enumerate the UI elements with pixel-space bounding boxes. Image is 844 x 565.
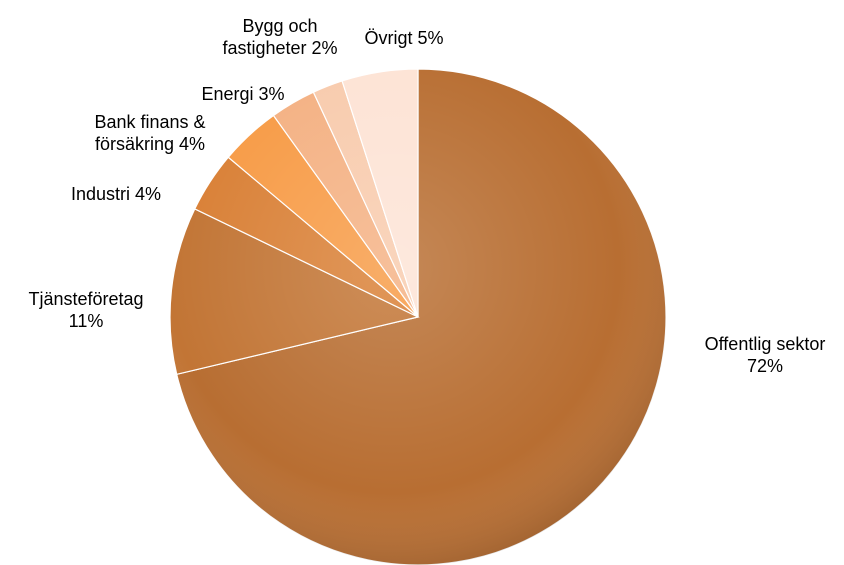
slice-label-industri-4: Industri 4%	[71, 184, 161, 204]
slice-label-bygg-och: Bygg och fastigheter 2%	[222, 16, 337, 58]
slice-label-line: 72%	[747, 356, 783, 376]
slice-label-line: 11%	[69, 311, 104, 331]
slice-label-line: Bygg och	[242, 16, 317, 36]
slice-label-line: Industri 4%	[71, 184, 161, 204]
slice-label-line: Energi 3%	[201, 84, 284, 104]
slice-label-line: försäkring 4%	[95, 134, 205, 154]
slice-label-tjansteforetag: Tjänsteföretag 11%	[28, 289, 143, 331]
pie-labels: Offentlig sektor 72% Tjänsteföretag 11% Indu…	[28, 16, 825, 376]
pie-slices	[169, 68, 667, 565]
slice-label-ovrigt-5: Övrigt 5%	[364, 28, 443, 48]
slice-label-offentlig-sektor: Offentlig sektor 72%	[705, 334, 826, 376]
slice-label-line: Bank finans &	[94, 112, 205, 132]
slice-label-line: Övrigt 5%	[364, 28, 443, 48]
slice-label-energi-3: Energi 3%	[201, 84, 284, 104]
slice-label-line: Offentlig sektor	[705, 334, 826, 354]
slice-label-line: Tjänsteföretag	[28, 289, 143, 309]
slice-label-line: fastigheter 2%	[222, 38, 337, 58]
slice-label-bank-finans: Bank finans & försäkring 4%	[94, 112, 205, 154]
